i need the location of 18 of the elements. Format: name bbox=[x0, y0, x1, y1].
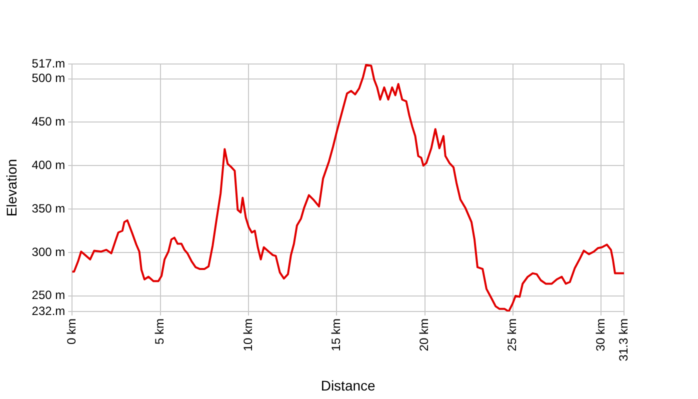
y-tick-label: 400 m bbox=[32, 158, 66, 172]
x-axis-title: Distance bbox=[320, 377, 376, 394]
x-tick-label: 0 km bbox=[64, 318, 78, 345]
y-tick-label: 232.m bbox=[32, 304, 66, 318]
x-tick-label: 25 km bbox=[505, 318, 520, 352]
x-tick-label: 10 km bbox=[240, 318, 255, 352]
y-axis-title: Elevation bbox=[3, 158, 20, 217]
x-tick-label: 15 km bbox=[328, 318, 343, 352]
x-tick-label: 5 km bbox=[152, 318, 167, 345]
y-tick-label: 300 m bbox=[32, 244, 66, 259]
x-tick-label: 30 km bbox=[593, 318, 608, 352]
y-tick-label: 450 m bbox=[32, 114, 66, 128]
y-tick-label: 350 m bbox=[32, 201, 66, 216]
y-tick-label: 500 m bbox=[32, 71, 66, 86]
x-tick-label: 20 km bbox=[417, 318, 432, 352]
y-tick-label: 517.m bbox=[32, 56, 66, 70]
x-tick-label: 31.3 km bbox=[616, 318, 630, 362]
y-tick-label: 250 m bbox=[32, 288, 66, 302]
